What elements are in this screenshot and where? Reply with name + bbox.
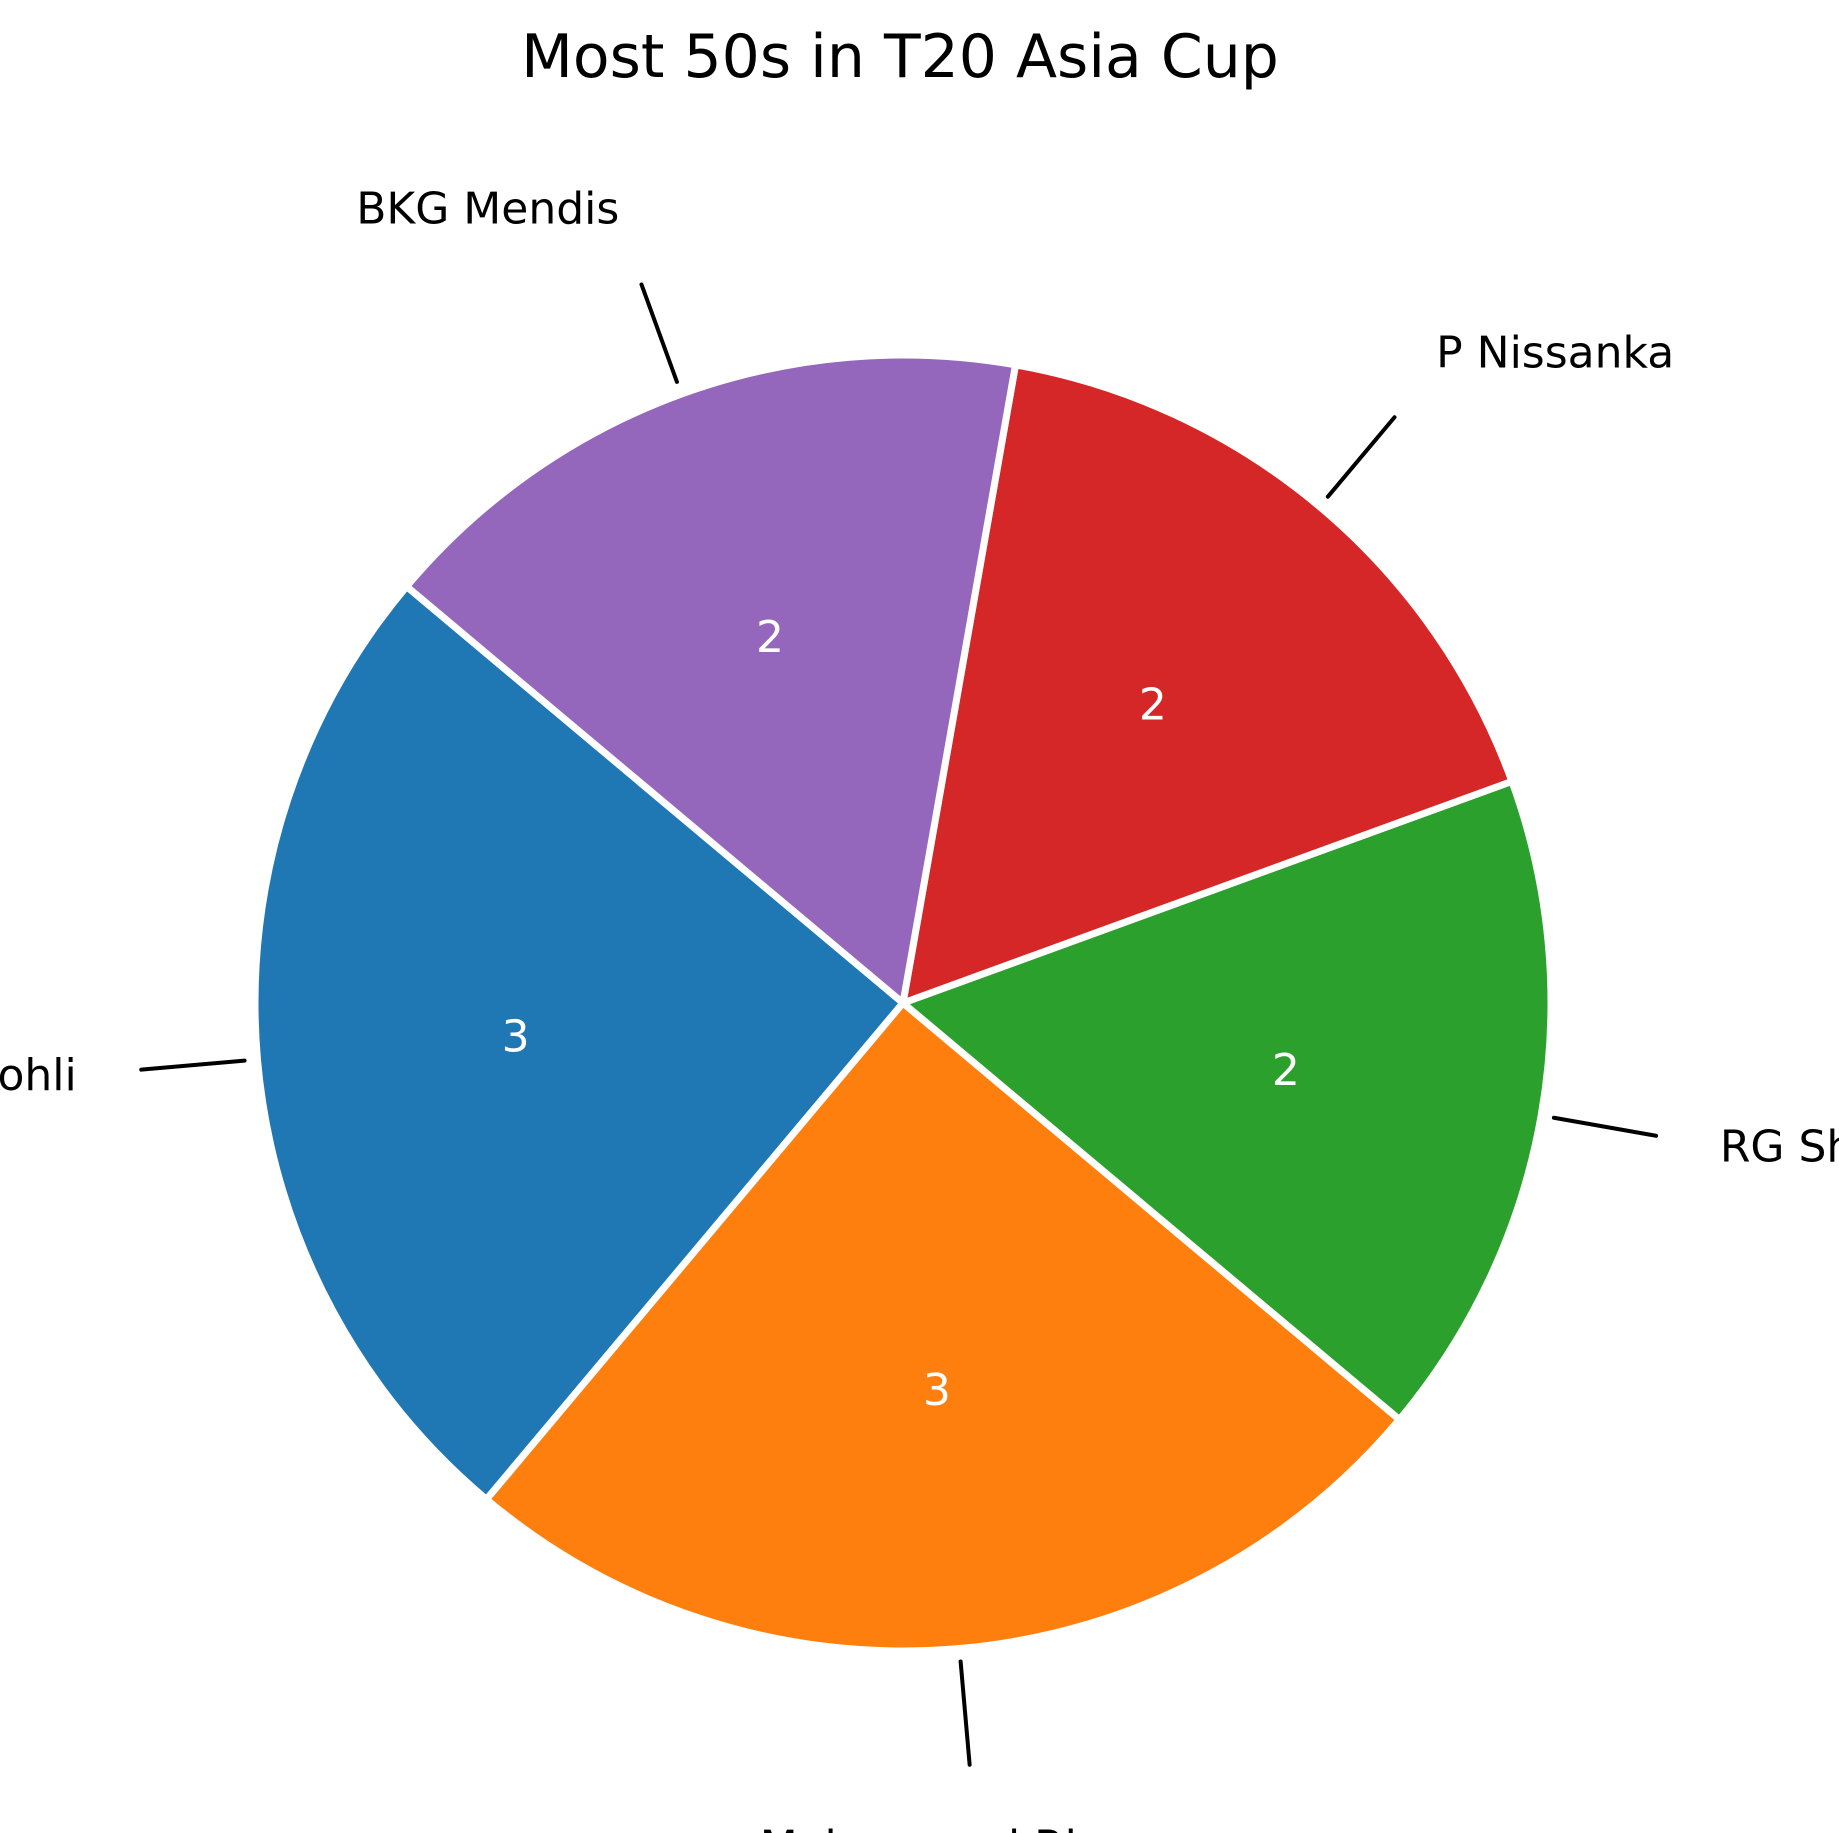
leader-line-rg-sharma (1551, 1115, 1659, 1138)
value-label-rg-sharma: 2 (1272, 1045, 1300, 1096)
value-label-v-kohli: 3 (502, 1011, 530, 1062)
category-label-v-kohli: V Kohli (0, 1050, 77, 1101)
pie-slice-bkg-mendis (403, 351, 1020, 1007)
chart-title: Most 50s in T20 Asia Cup (521, 22, 1279, 92)
pie-slice-rg-sharma (899, 777, 1555, 1424)
pie-slice-v-kohli (251, 582, 907, 1503)
category-label-rg-sharma: RG Sharma (1720, 1122, 1839, 1173)
leader-line-p-nissanka (1325, 415, 1397, 499)
pie-slices (251, 351, 1555, 1655)
category-label-bkg-mendis: BKG Mendis (356, 184, 619, 235)
category-label-mohammad-rizwan: Mohammad Rizwan (760, 1821, 1191, 1833)
pie-leader-lines (139, 282, 1659, 1767)
pie-slice-mohammad-rizwan (482, 999, 1403, 1655)
value-label-bkg-mendis: 2 (756, 612, 784, 663)
pie-value-labels: 3 3 2 2 2 (502, 612, 1300, 1416)
leader-line-mohammad-rizwan (958, 1659, 972, 1767)
leader-line-v-kohli (139, 1058, 247, 1072)
category-label-p-nissanka: P Nissanka (1436, 328, 1674, 379)
value-label-p-nissanka: 2 (1139, 680, 1167, 731)
value-label-mohammad-rizwan: 3 (923, 1365, 951, 1416)
leader-line-bkg-mendis (639, 282, 679, 384)
pie-category-labels: V Kohli Mohammad Rizwan RG Sharma P Nissank… (0, 184, 1839, 1833)
pie-slice-p-nissanka (899, 361, 1516, 1007)
